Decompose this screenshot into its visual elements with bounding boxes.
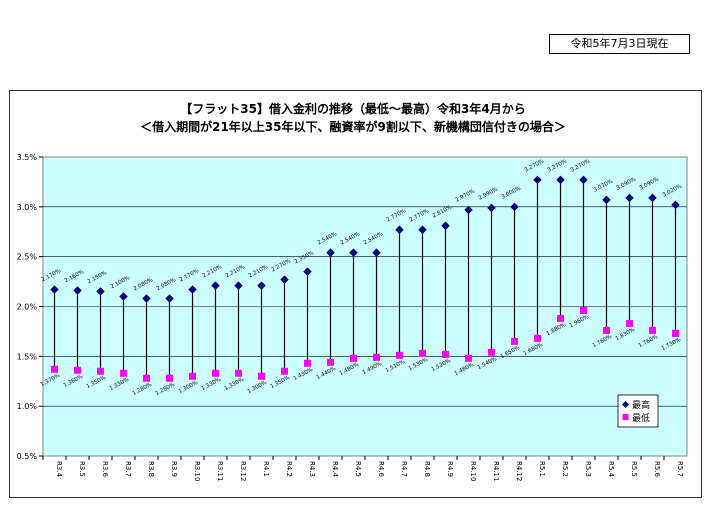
min-point [488, 348, 495, 356]
max-point [234, 281, 243, 290]
max-point [349, 248, 358, 257]
x-tick-label: R3.10 [193, 461, 201, 481]
max-point [418, 225, 427, 234]
min-point [511, 337, 518, 345]
min-point [350, 354, 357, 362]
min-point [626, 319, 633, 327]
max-point [142, 294, 151, 303]
x-tick-label: R3.12 [239, 461, 247, 481]
y-tick-label: 3.0% [17, 203, 38, 212]
min-point [649, 326, 656, 334]
y-tick-label: 3.5% [17, 153, 38, 162]
x-tick-label: R5.3 [584, 461, 592, 477]
x-tick-label: R5.4 [607, 461, 615, 478]
x-tick-label: R5.7 [676, 461, 684, 477]
x-tick-label: R4.11 [492, 461, 500, 481]
max-point [73, 286, 82, 295]
max-point [372, 248, 381, 257]
min-point [258, 372, 265, 380]
max-point [211, 281, 220, 290]
legend-max-marker [621, 400, 630, 409]
x-tick-label: R4.9 [446, 461, 454, 477]
max-point [119, 292, 128, 301]
min-point [166, 374, 173, 382]
x-tick-label: R4.1 [262, 461, 270, 477]
x-tick-label: R4.10 [469, 461, 477, 481]
legend-min-marker [622, 414, 629, 420]
min-point [672, 329, 679, 337]
x-tick-label: R4.2 [285, 461, 293, 477]
max-point [50, 285, 59, 294]
min-point [120, 369, 127, 377]
legend-min-label: 最低 [632, 412, 650, 424]
chart-subtitle: ＜借入期間が21年以上35年以下、融資率が9割以下、新機構団信付きの場合＞ [140, 120, 566, 134]
min-point [396, 351, 403, 359]
x-tick-label: R4.6 [377, 461, 385, 478]
max-point [303, 267, 312, 276]
y-tick-label: 1.0% [17, 402, 38, 411]
max-point [280, 275, 289, 284]
min-point [143, 374, 150, 382]
min-point [74, 366, 81, 374]
min-point [442, 350, 449, 358]
x-tick-label: R4.3 [308, 461, 316, 477]
x-tick-label: R3.9 [170, 461, 178, 477]
min-point [580, 306, 587, 314]
x-tick-label: R3.7 [124, 461, 132, 477]
x-tick-label: R3.5 [78, 461, 86, 477]
min-point [281, 367, 288, 375]
min-point [235, 369, 242, 377]
max-point [165, 294, 174, 303]
min-point [534, 334, 541, 342]
max-point [395, 225, 404, 234]
min-point [51, 365, 58, 373]
min-point [557, 314, 564, 322]
x-tick-label: R3.8 [147, 461, 155, 477]
min-point [212, 369, 219, 377]
legend-max-label: 最高 [632, 399, 650, 411]
max-point [441, 221, 450, 231]
min-point [373, 353, 380, 361]
y-tick-label: 2.5% [17, 253, 38, 262]
x-tick-label: R4.7 [400, 461, 408, 477]
max-point [464, 205, 473, 215]
min-point [189, 372, 196, 380]
x-tick-label: R5.5 [630, 461, 638, 477]
x-tick-label: R3.11 [216, 461, 224, 481]
x-tick-label: R4.4 [331, 461, 339, 478]
x-tick-label: R3.6 [101, 461, 109, 478]
legend-box [617, 394, 659, 428]
y-tick-label: 1.5% [17, 352, 38, 361]
min-point [419, 349, 426, 357]
min-point [304, 359, 311, 367]
y-tick-label: 2.0% [17, 303, 38, 312]
max-point [326, 248, 335, 257]
max-point [257, 281, 266, 290]
x-tick-label: R4.12 [515, 461, 523, 481]
x-tick-label: R5.2 [561, 461, 569, 477]
max-point [96, 287, 105, 296]
y-tick-label: 0.5% [17, 452, 38, 461]
min-point [465, 354, 472, 362]
x-tick-label: R3.4 [55, 461, 63, 478]
min-point [603, 326, 610, 334]
chart-title: 【フラット35】借入金利の推移（最低～最高）令和3年4月から [180, 102, 526, 116]
x-tick-label: R4.8 [423, 461, 431, 477]
x-tick-label: R5.6 [653, 461, 661, 478]
min-point [97, 367, 104, 375]
max-point [487, 203, 496, 213]
x-tick-label: R5.1 [538, 461, 546, 477]
report-date: 令和5年7月3日現在 [549, 34, 690, 54]
min-point [327, 358, 334, 366]
max-point [188, 285, 197, 294]
x-tick-label: R4.5 [354, 461, 362, 477]
